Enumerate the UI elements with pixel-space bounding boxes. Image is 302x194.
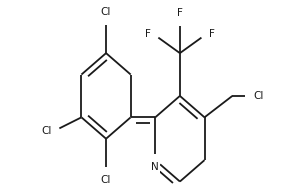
Text: F: F <box>209 29 215 39</box>
Text: Cl: Cl <box>101 175 111 185</box>
Text: F: F <box>177 8 183 18</box>
Text: F: F <box>145 29 151 39</box>
Text: N: N <box>151 162 159 172</box>
Text: Cl: Cl <box>254 91 264 101</box>
Text: Cl: Cl <box>101 7 111 17</box>
Text: Cl: Cl <box>41 126 51 136</box>
